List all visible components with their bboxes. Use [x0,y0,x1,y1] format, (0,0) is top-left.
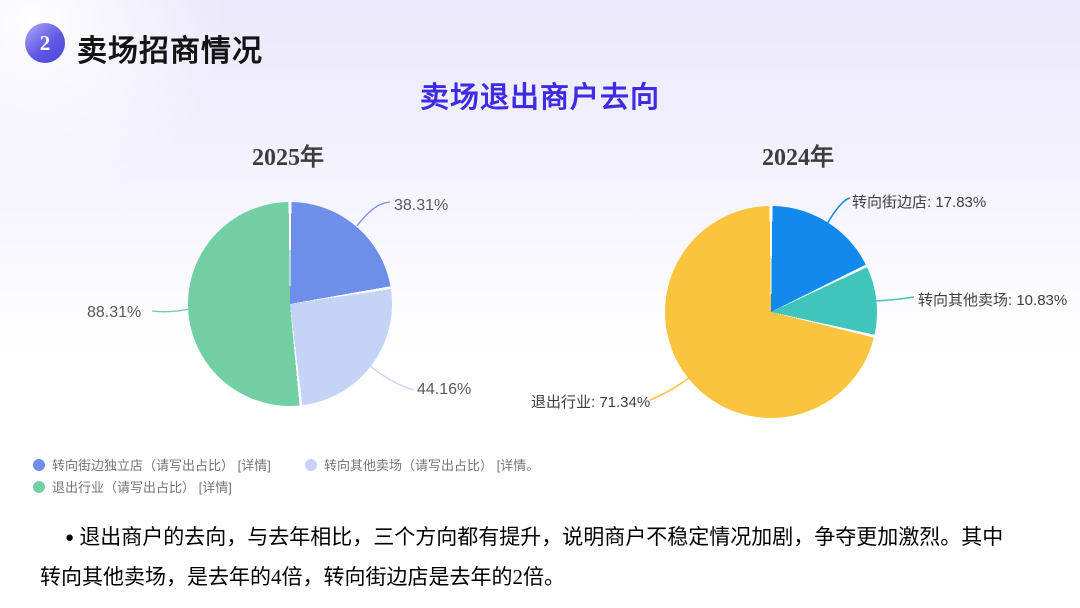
pie-chart-2024 [665,206,877,418]
pie-label-2025-slice2: 44.16% [417,381,472,398]
leader-line [367,363,415,391]
legend-label: 退出行业（请写出占比） [详情] [52,480,232,495]
summary-line-2: 转向其他卖场，是去年的4倍，转向街边店是去年的2倍。 [40,565,565,589]
legend-dot [33,458,45,471]
legend-item-street-shop[interactable]: 转向街边独立店（请写出占比） [详情] [33,455,271,474]
pie-label-2024-slice2: 转向其他卖场: 10.83% [918,292,1068,309]
leader-line [649,377,690,401]
pie-label-2024-slice3: 退出行业: 71.34% [531,394,651,411]
leader-line [151,308,191,313]
legend-label: 转向其他卖场（请写出占比） [详情。 [324,458,540,473]
leader-line [826,197,851,225]
legend-item-exit-industry[interactable]: 退出行业（请写出占比） [详情] [33,477,232,496]
legend-label: 转向街边独立店（请写出占比） [详情] [52,458,271,473]
pie-chart-2025 [188,202,392,406]
bullet-icon: ● [65,530,75,546]
page-title: 卖场退出商户去向 [419,82,660,114]
leader-line [356,201,391,227]
section-number: 2 [39,30,51,55]
pie-label-2025-slice1: 38.31% [394,197,449,214]
chart-title-2025: 2025年 [252,145,324,171]
leader-line [875,296,915,302]
section-title: 卖场招商情况 [77,35,263,68]
summary-note: ● 退出商户的去向，与去年相比，三个方向都有提升，说明商户不稳定情况加剧，争夺更… [40,518,1050,597]
pie-label-2025-slice3: 88.31% [87,304,142,321]
summary-line-1: ● 退出商户的去向，与去年相比，三个方向都有提升，说明商户不稳定情况加剧，争夺更… [65,525,1004,549]
legend-dot [33,480,45,493]
pie-label-2024-slice1: 转向街边店: 17.83% [852,194,987,211]
chart-title-2024: 2024年 [762,145,834,171]
legend-item-other-store[interactable]: 转向其他卖场（请写出占比） [详情。 [305,455,539,474]
legend-dot [305,458,317,471]
section-number-badge: 2 [25,23,65,63]
